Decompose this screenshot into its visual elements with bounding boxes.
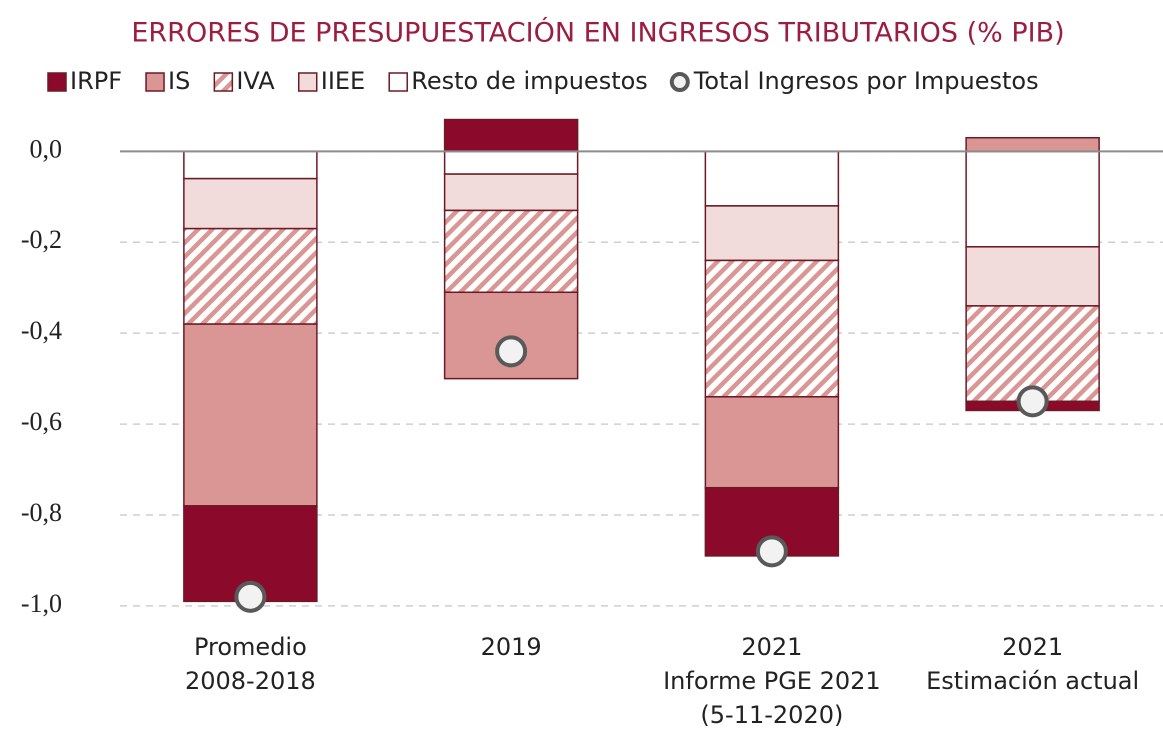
bar-segment: [443, 173, 579, 212]
x-tick-label: 2021 Informe PGE 2021 (5-11-2020): [663, 633, 881, 729]
legend-label: IS: [168, 67, 190, 95]
bar-segment: [704, 396, 840, 489]
y-tick-label: -0,8: [21, 498, 62, 527]
y-tick-label: -0,4: [21, 316, 62, 345]
legend-label: IIEE: [321, 67, 365, 95]
legend-label: Resto de impuestos: [411, 67, 648, 95]
legend-label: IRPF: [70, 67, 122, 95]
y-tick-label: -0,2: [21, 225, 62, 254]
total-marker: [234, 580, 267, 613]
legend-swatch: [388, 72, 408, 92]
bar-segment: [183, 323, 318, 507]
total-marker: [495, 335, 528, 368]
bar-segment: [443, 209, 579, 294]
bar-segment: [443, 118, 579, 153]
legend-marker: [669, 72, 690, 92]
y-tick-label: -1,0: [21, 589, 62, 618]
bar-segment: [443, 150, 579, 175]
x-tick-label: 2021 Estimación actual: [926, 633, 1139, 695]
y-tick-label: 0,0: [30, 134, 63, 163]
bar-segment: [183, 150, 318, 180]
legend-swatch: [145, 72, 165, 92]
bar-segment: [965, 246, 1100, 307]
bar-segment: [183, 177, 318, 230]
legend-swatch: [213, 72, 234, 92]
chart-title: ERRORES DE PRESUPUESTACIÓN EN INGRESOS T…: [131, 17, 1064, 49]
x-tick-label: 2019: [481, 633, 542, 661]
y-tick-label: -0,6: [21, 407, 62, 436]
legend-label: IVA: [236, 67, 275, 95]
total-marker: [1016, 385, 1049, 418]
bar-segment: [965, 136, 1100, 153]
bar-segment: [704, 150, 840, 207]
bar-segment: [965, 150, 1100, 248]
bar-segment: [704, 259, 840, 398]
x-tick-label: Promedio 2008-2018: [185, 633, 316, 695]
bar-segment: [183, 227, 318, 325]
total-marker: [755, 535, 788, 568]
legend-label: Total Ingresos por Impuestos: [693, 67, 1039, 95]
bar-segment: [704, 205, 840, 262]
legend-swatch: [47, 72, 67, 92]
legend-swatch: [297, 72, 318, 92]
